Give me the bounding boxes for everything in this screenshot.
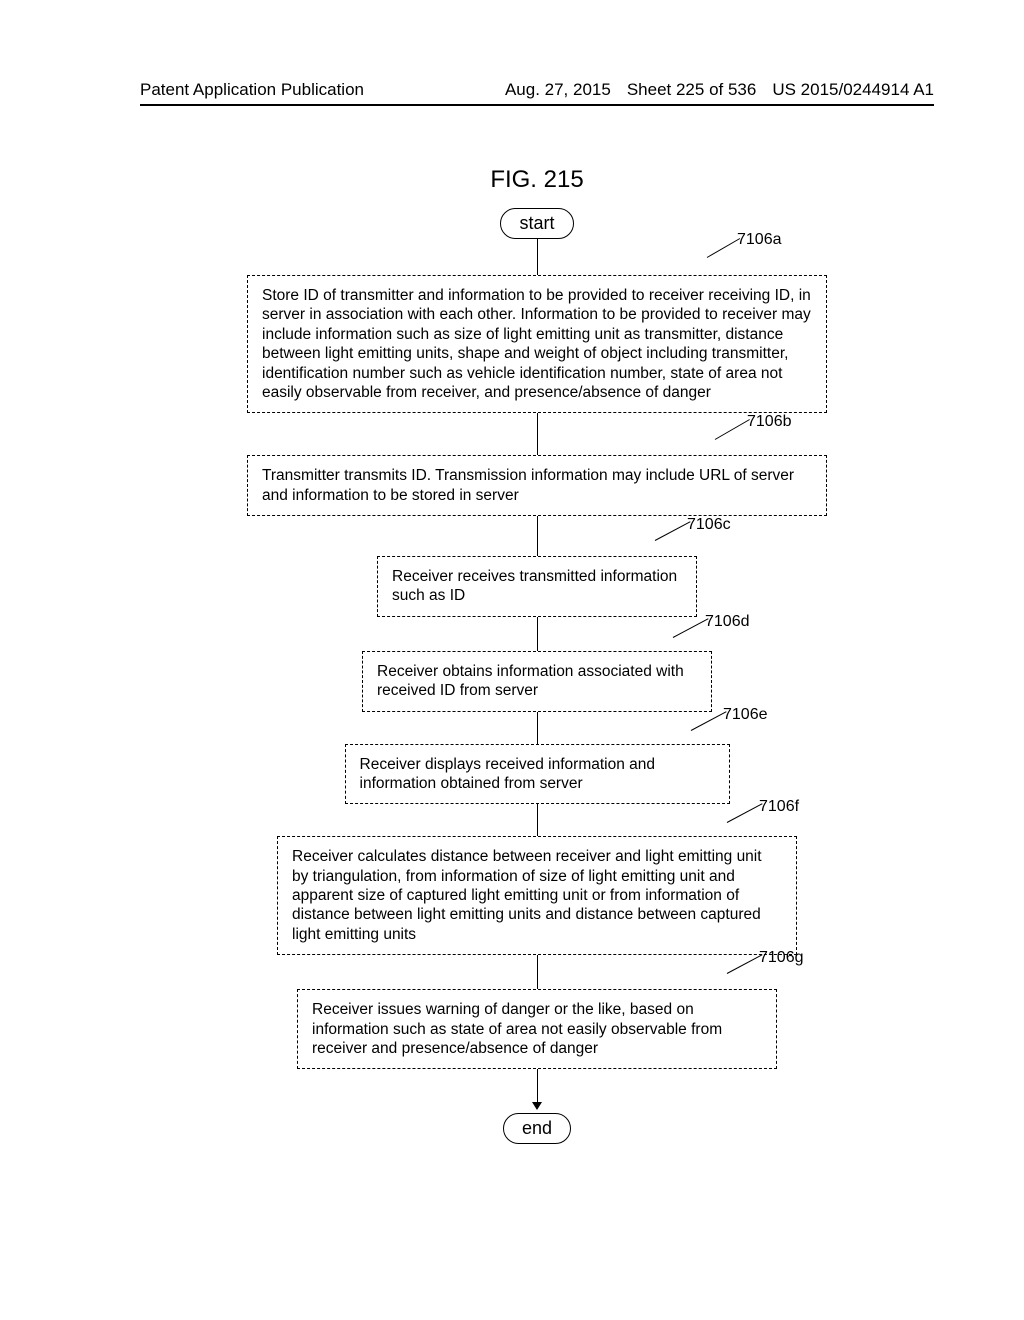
flow-segment-a: 7106a Store ID of transmitter and inform… — [247, 239, 827, 413]
arrowhead-icon — [532, 1102, 542, 1110]
connector — [537, 617, 538, 651]
flow-segment-f: 7106f Receiver calculates distance betwe… — [277, 804, 797, 955]
patent-page: Patent Application Publication Aug. 27, … — [0, 0, 1024, 1320]
flow-box-d: Receiver obtains information associated … — [362, 651, 712, 712]
label-line — [715, 419, 750, 440]
label-line — [691, 711, 727, 731]
flow-box-c: Receiver receives transmitted informatio… — [377, 556, 697, 617]
flowchart: start 7106a Store ID of transmitter and … — [140, 208, 934, 1144]
label-line — [727, 954, 763, 974]
box-label-f: 7106f — [759, 798, 799, 816]
terminal-end: end — [503, 1113, 571, 1144]
header-sheet: Sheet 225 of 536 — [627, 80, 757, 100]
box-label-a: 7106a — [737, 231, 782, 249]
box-label-c: 7106c — [687, 516, 731, 534]
flow-segment-e: 7106e Receiver displays received informa… — [345, 712, 730, 805]
flow-box-g: Receiver issues warning of danger or the… — [297, 989, 777, 1069]
box-label-e: 7106e — [723, 706, 768, 724]
connector — [537, 1069, 538, 1103]
label-line — [707, 238, 740, 258]
flow-segment-d: 7106d Receiver obtains information assoc… — [362, 617, 712, 712]
flow-segment-b: 7106b Transmitter transmits ID. Transmis… — [247, 413, 827, 516]
connector — [537, 804, 538, 836]
header-date: Aug. 27, 2015 — [505, 80, 611, 100]
header-right: Aug. 27, 2015 Sheet 225 of 536 US 2015/0… — [505, 80, 934, 100]
connector — [537, 955, 538, 989]
box-label-g: 7106g — [759, 949, 804, 967]
box-label-b: 7106b — [747, 413, 792, 431]
header-pubno: US 2015/0244914 A1 — [772, 80, 934, 100]
flow-segment-g: 7106g Receiver issues warning of danger … — [297, 955, 777, 1069]
figure-title: FIG. 215 — [140, 166, 934, 194]
connector — [537, 239, 538, 275]
connector — [537, 413, 538, 455]
page-header: Patent Application Publication Aug. 27, … — [140, 80, 934, 106]
flow-box-e: Receiver displays received information a… — [345, 744, 730, 805]
label-line — [727, 804, 763, 824]
terminal-start: start — [500, 208, 573, 239]
connector — [537, 516, 538, 556]
label-line — [673, 618, 709, 638]
flow-segment-c: 7106c Receiver receives transmitted info… — [377, 516, 697, 617]
box-label-d: 7106d — [705, 613, 750, 631]
flow-box-a: Store ID of transmitter and information … — [247, 275, 827, 413]
flow-box-f: Receiver calculates distance between rec… — [277, 836, 797, 955]
header-left: Patent Application Publication — [140, 80, 364, 100]
label-line — [655, 521, 691, 541]
connector — [537, 712, 538, 744]
flow-box-b: Transmitter transmits ID. Transmission i… — [247, 455, 827, 516]
